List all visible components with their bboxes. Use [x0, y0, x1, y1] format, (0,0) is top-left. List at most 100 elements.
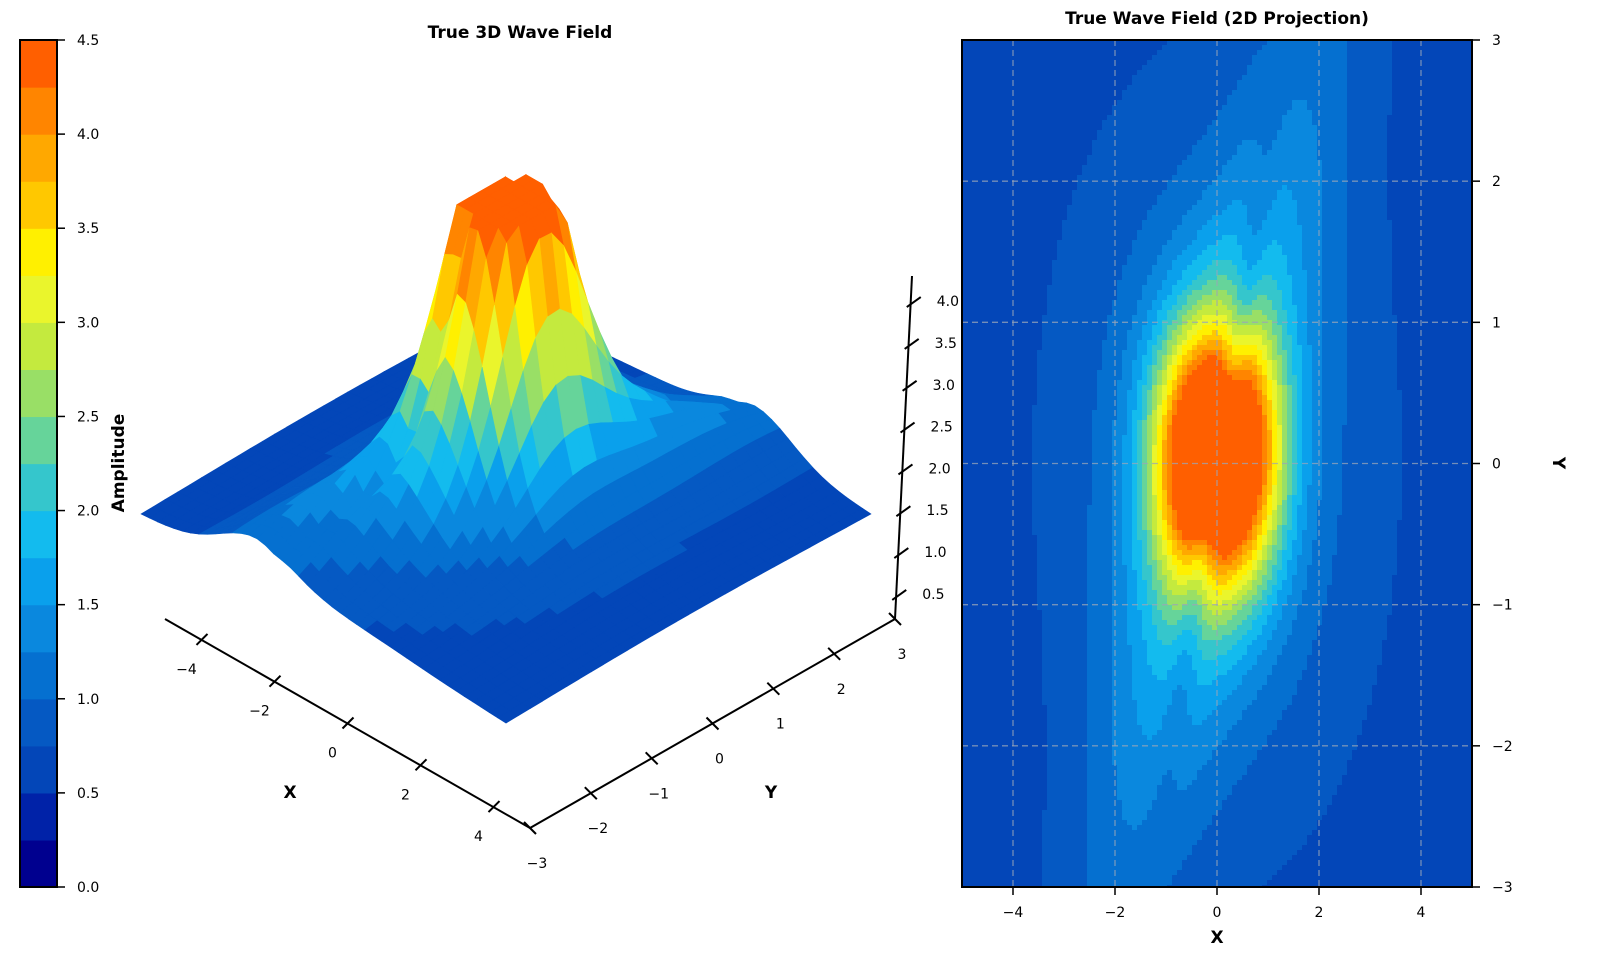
contour-cell: [1167, 50, 1173, 56]
contour-cell: [1062, 50, 1068, 56]
contour-cell: [1362, 105, 1368, 111]
contour-cell: [1047, 65, 1053, 71]
contour-cell: [1172, 100, 1178, 106]
contour-cell: [1142, 130, 1148, 136]
contour-cell: [1067, 40, 1073, 46]
colorbar-band: [20, 416, 57, 465]
contour-cell: [1437, 210, 1443, 216]
contour-cell: [1152, 140, 1158, 146]
contour-cell: [1437, 120, 1443, 126]
contour-cell: [972, 135, 978, 141]
contour-cell: [1262, 180, 1268, 186]
contour-cell: [967, 120, 973, 126]
contour-cell: [1097, 140, 1103, 146]
contour-cell: [1062, 200, 1068, 206]
contour-cell: [1132, 170, 1138, 176]
contour-cell: [1422, 180, 1428, 186]
contour-cell: [1117, 110, 1123, 116]
contour-cell: [1212, 45, 1218, 51]
contour-cell: [1237, 140, 1243, 146]
contour-cell: [1297, 210, 1303, 216]
contour-cell: [1042, 50, 1048, 56]
contour-cell: [1147, 170, 1153, 176]
contour-cell: [967, 175, 973, 181]
contour-cell: [1072, 155, 1078, 161]
colorbar-label: Amplitude: [109, 414, 129, 513]
contour-cell: [1177, 140, 1183, 146]
contour-cell: [1002, 140, 1008, 146]
contour-cell: [1282, 100, 1288, 106]
contour-cell: [1292, 130, 1298, 136]
contour-cell: [1002, 175, 1008, 181]
contour-cell: [1232, 60, 1238, 66]
contour-cell: [1077, 115, 1083, 121]
contour-cell: [1087, 120, 1093, 126]
contour-cell: [1267, 145, 1273, 151]
contour-cell: [1137, 110, 1143, 116]
contour-cell: [1377, 90, 1383, 96]
contour-cell: [1437, 65, 1443, 71]
contour-cell: [1117, 135, 1123, 141]
contour-cell: [1327, 155, 1333, 161]
contour-cell: [1157, 145, 1163, 151]
contour-cell: [1402, 60, 1408, 66]
contour-cell: [1097, 50, 1103, 56]
contour-cell: [1287, 75, 1293, 81]
contour-cell: [1407, 45, 1413, 51]
contour-cell: [1392, 170, 1398, 176]
contour-cell: [1417, 165, 1423, 171]
contour-cell: [1312, 70, 1318, 76]
contour-cell: [1317, 75, 1323, 81]
contour-cell: [1172, 155, 1178, 161]
contour-cell: [1287, 210, 1293, 216]
contour-cell: [1062, 60, 1068, 66]
contour-cell: [1377, 140, 1383, 146]
contour-cell: [1417, 190, 1423, 196]
contour-cell: [1282, 125, 1288, 131]
contour-cell: [1457, 115, 1463, 121]
contour-cell: [1347, 205, 1353, 211]
contour-cell: [1317, 200, 1323, 206]
contour-cell: [1202, 120, 1208, 126]
contour-cell: [1297, 135, 1303, 141]
contour-cell: [1172, 115, 1178, 121]
colorbar-tick-label: 1.5: [77, 598, 99, 614]
contour-cell: [1457, 145, 1463, 151]
contour-cell: [1062, 80, 1068, 86]
contour-cell: [1422, 165, 1428, 171]
contour-cell: [972, 205, 978, 211]
contour-cell: [1057, 65, 1063, 71]
contour-cell: [982, 160, 988, 166]
contour-cell: [1107, 65, 1113, 71]
contour-cell: [1362, 85, 1368, 91]
contour-cell: [1202, 70, 1208, 76]
contour-cell: [1362, 50, 1368, 56]
contour-cell: [1127, 150, 1133, 156]
contour-cell: [1397, 140, 1403, 146]
contour-cell: [1442, 125, 1448, 131]
contour-cell: [1157, 75, 1163, 81]
contour-cell: [1337, 55, 1343, 61]
contour-cell: [1042, 150, 1048, 156]
contour-cell: [1432, 155, 1438, 161]
contour-cell: [1437, 150, 1443, 156]
contour-cell: [967, 45, 973, 51]
contour-cell: [1407, 60, 1413, 66]
contour-cell: [1182, 185, 1188, 191]
contour-cell: [1132, 90, 1138, 96]
contour-cell: [1042, 135, 1048, 141]
contour-cell: [1302, 90, 1308, 96]
contour-cell: [1247, 80, 1253, 86]
contour-cell: [1337, 175, 1343, 181]
contour-cell: [1082, 205, 1088, 211]
contour-cell: [1052, 210, 1058, 216]
contour-cell: [1407, 195, 1413, 201]
contour-cell: [1277, 70, 1283, 76]
contour-cell: [1392, 115, 1398, 121]
contour-cell: [1387, 70, 1393, 76]
contour-cell: [1222, 200, 1228, 206]
contour-cell: [1162, 185, 1168, 191]
contour-cell: [1407, 190, 1413, 196]
contour-cell: [1342, 45, 1348, 51]
contour-cell: [977, 145, 983, 151]
